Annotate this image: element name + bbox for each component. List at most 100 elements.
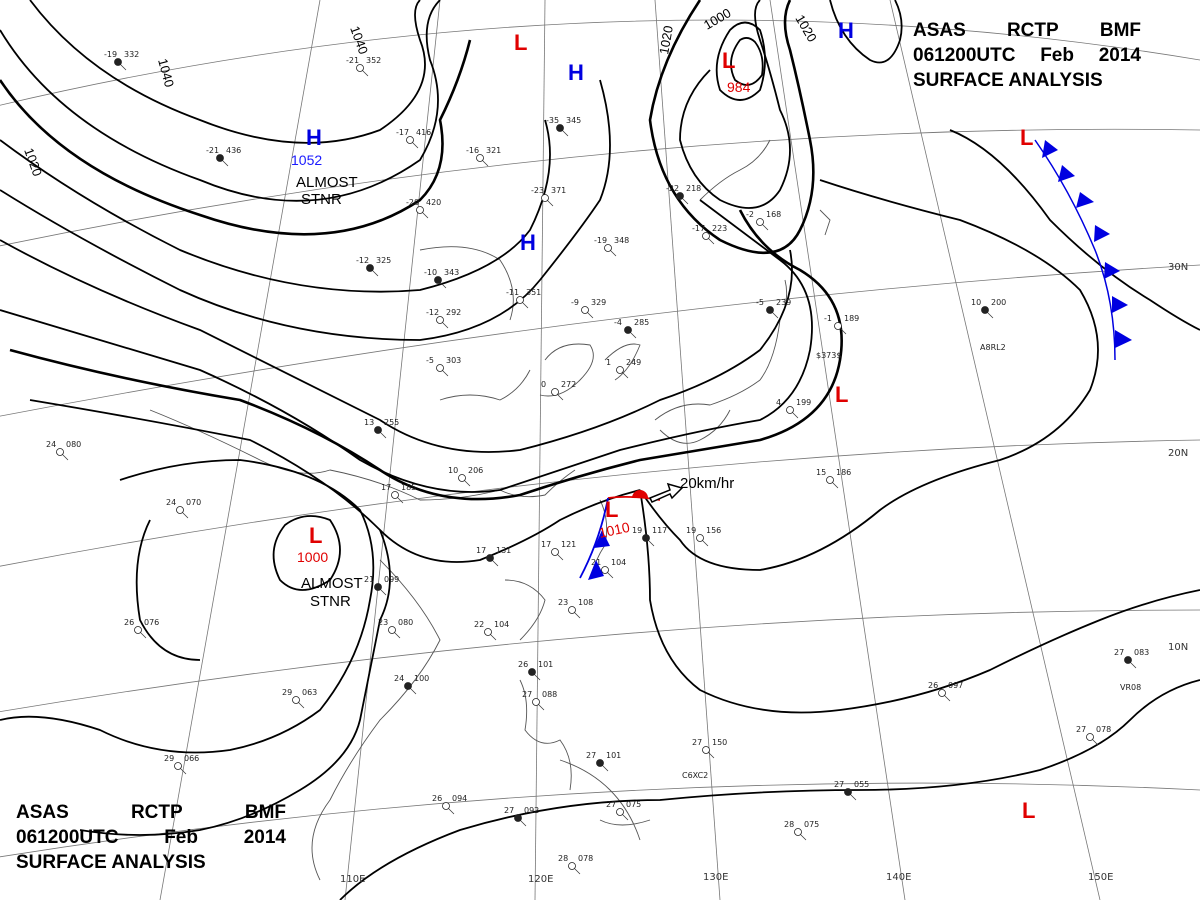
- station-temperature: -4: [614, 318, 622, 327]
- station-temperature: 27: [692, 738, 702, 747]
- station-temperature: -17: [692, 224, 705, 233]
- station-temperature: 24: [394, 674, 404, 683]
- station-circle: [176, 506, 184, 514]
- footer-product: SURFACE ANALYSIS: [16, 852, 206, 873]
- station-pressure: 292: [446, 308, 461, 317]
- station-circle: [568, 862, 576, 870]
- station-circle: [766, 306, 774, 314]
- station-pressure: 332: [124, 50, 139, 59]
- station-plot: 29 066: [164, 754, 199, 775]
- station-temperature: -9: [571, 298, 579, 307]
- station-pressure: 055: [854, 780, 869, 789]
- station-temperature: 27: [606, 800, 616, 809]
- ship-id: C6XC2: [682, 771, 708, 780]
- station-circle: [1124, 656, 1132, 664]
- footer-time: 061200UTC: [16, 827, 119, 848]
- station-plot: -5 303: [426, 356, 461, 377]
- station-pressure: 094: [452, 794, 467, 803]
- station-pressure: 285: [634, 318, 649, 327]
- station-plot: 27 088: [522, 690, 557, 711]
- station-plot: 24 100: [394, 674, 429, 695]
- station-plot: 10 200: [971, 298, 1006, 319]
- footer-year: 2014: [243, 827, 286, 848]
- station-circle: [374, 583, 382, 591]
- ship-id: VR08: [1120, 683, 1141, 692]
- station-plot: 29 063: [282, 688, 317, 709]
- station-pressure: 108: [578, 598, 593, 607]
- station-circle: [604, 244, 612, 252]
- station-circle: [356, 64, 364, 72]
- station-pressure: 063: [302, 688, 317, 697]
- station-temperature: 17: [476, 546, 486, 555]
- station-plot: 22 104: [474, 620, 509, 641]
- station-temperature: -35: [546, 116, 559, 125]
- station-circle: [794, 828, 802, 836]
- station-temperature: 10: [448, 466, 458, 475]
- station-temperature: 24: [46, 440, 56, 449]
- station-plot: 27 075: [606, 800, 641, 821]
- station-temperature: -12: [426, 308, 439, 317]
- ship-id: $373$: [816, 351, 841, 360]
- station-plots: -19 332-21 352-17 416-21 436-20 420-16 321-35 3…: [46, 50, 1149, 875]
- station-plot: 26 094: [432, 794, 467, 815]
- chart-footer: ASAS RCTP BMF 061200UTC Feb 2014 SURFACE…: [16, 800, 286, 875]
- station-temperature: 27: [1114, 648, 1124, 657]
- station-plot: 27 078: [1076, 725, 1111, 746]
- station-temperature: -21: [206, 146, 219, 155]
- station-pressure: 076: [144, 618, 159, 627]
- station-pressure: 239: [776, 298, 791, 307]
- station-pressure: 436: [226, 146, 241, 155]
- latitude-label: 10N: [1168, 642, 1188, 653]
- station-plot: 27 083: [1114, 648, 1149, 669]
- station-pressure: 272: [561, 380, 576, 389]
- high-center-symbol: H: [838, 18, 854, 43]
- station-pressure: 083: [1134, 648, 1149, 657]
- station-circle: [406, 136, 414, 144]
- station-pressure: 075: [804, 820, 819, 829]
- station-pressure: 131: [496, 546, 511, 555]
- station-temperature: -23: [531, 186, 544, 195]
- station-plot: 24 080: [46, 440, 81, 461]
- station-temperature: -10: [424, 268, 437, 277]
- station-pressure: 223: [712, 224, 727, 233]
- station-temperature: 24: [166, 498, 176, 507]
- station-plot: -21 436: [206, 146, 241, 167]
- station-circle: [134, 626, 142, 634]
- station-pressure: 101: [606, 751, 621, 760]
- longitude-label: 130E: [703, 872, 728, 883]
- station-pressure: 080: [66, 440, 81, 449]
- station-circle: [458, 474, 466, 482]
- station-temperature: -12: [356, 256, 369, 265]
- station-temperature: -17: [396, 128, 409, 137]
- station-circle: [702, 232, 710, 240]
- station-temperature: 23: [378, 618, 388, 627]
- station-plot: 17 131: [476, 546, 511, 567]
- station-plot: 24 070: [166, 498, 201, 519]
- station-pressure: 078: [1096, 725, 1111, 734]
- isobar-label: 1040: [155, 57, 177, 89]
- station-plot: -21 352: [346, 56, 381, 77]
- station-circle: [416, 206, 424, 214]
- low-center-symbol: L: [722, 48, 735, 73]
- station-pressure: 255: [384, 418, 399, 427]
- pressure-centers: H 1052 ALMOST STNR H H H L 984 L L 1000 …: [291, 18, 1035, 823]
- station-temperature: 17: [541, 540, 551, 549]
- station-temperature: 13: [364, 418, 374, 427]
- station-pressure: 099: [384, 575, 399, 584]
- station-pressure: 104: [494, 620, 509, 629]
- station-circle: [568, 606, 576, 614]
- station-plot: 19 117: [632, 526, 667, 547]
- station-circle: [486, 554, 494, 562]
- station-circle: [786, 406, 794, 414]
- chart-header: ASAS RCTP BMF 061200UTC Feb 2014 SURFACE…: [913, 18, 1141, 93]
- station-circle: [616, 366, 624, 374]
- station-circle: [532, 698, 540, 706]
- grid-labels: 110E 120E 130E 140E 150E 30N 20N 10N: [340, 262, 1188, 885]
- motion-arrow: 20km/hr: [648, 475, 734, 503]
- station-plot: 13 255: [364, 418, 399, 439]
- ship-ids: A8RL2 $373$ C6XC2 VR08: [682, 343, 1141, 780]
- station-circle: [642, 534, 650, 542]
- latitude-label: 30N: [1168, 262, 1188, 273]
- station-temperature: -16: [466, 146, 479, 155]
